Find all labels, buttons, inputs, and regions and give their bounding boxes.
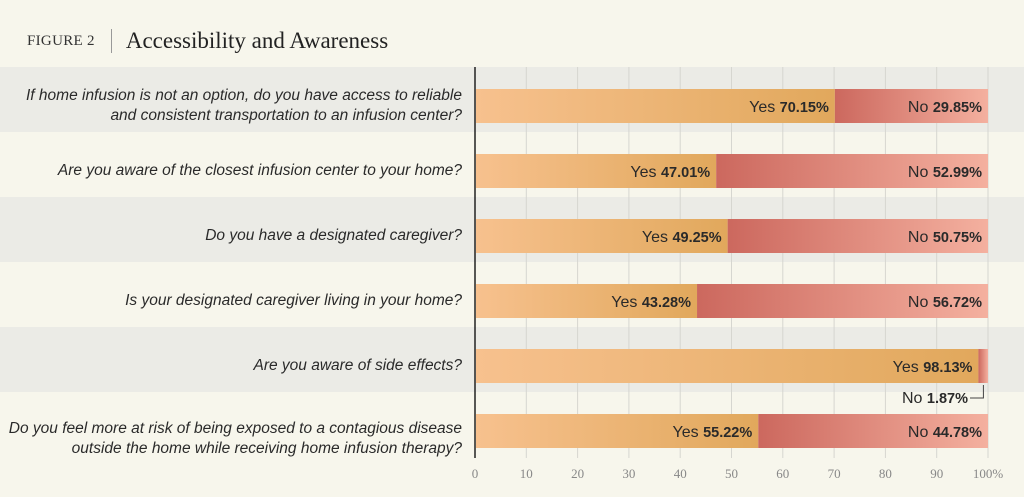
data-label-yes: Yes 55.22% [673,424,753,441]
question-label: Are you aware of the closest infusion ce… [57,162,462,179]
bar-yes [476,284,698,318]
data-label-no: No 52.99% [908,164,982,181]
data-label-yes: Yes 43.28% [611,294,691,311]
bar-no [716,154,988,188]
bar-yes [476,89,835,123]
chart-title: Accessibility and Awareness [125,28,389,53]
x-tick-label: 100% [973,466,1004,481]
x-tick-label: 60 [776,466,789,481]
x-tick-label: 20 [571,466,584,481]
question-label: Do you have a designated caregiver? [205,227,462,244]
x-tick-label: 30 [622,466,635,481]
x-tick-label: 10 [520,466,533,481]
bar-yes [476,349,979,383]
data-label-yes: Yes 47.01% [630,164,710,181]
x-tick-label: 0 [472,466,479,481]
x-tick-label: 40 [674,466,687,481]
question-label: Do you feel more at risk of being expose… [8,420,462,457]
data-label-no: No 44.78% [908,424,982,441]
leader-line [970,385,984,399]
data-label-no: No 50.75% [908,229,982,246]
bar-yes [476,219,728,253]
data-label-yes: Yes 70.15% [749,99,829,116]
figure-label: FIGURE 2 [27,32,95,49]
data-label-yes: Yes 49.25% [642,229,722,246]
data-label-no: No 56.72% [908,294,982,311]
x-tick-label: 70 [828,466,841,481]
x-tick-label: 90 [930,466,943,481]
bar-no [834,89,988,123]
x-tick-label: 80 [879,466,892,481]
bar-yes [476,154,717,188]
data-label-yes: Yes 98.13% [893,359,973,376]
bar-no [978,349,988,383]
x-tick-label: 50 [725,466,738,481]
question-label: If home infusion is not an option, do yo… [26,87,462,124]
bar-no [697,284,988,318]
data-label-no: No 1.87% [902,390,968,407]
question-label: Is your designated caregiver living in y… [125,292,462,309]
bar-no [727,219,988,253]
header-divider [110,29,112,53]
bar-no [758,414,988,448]
bar-yes [476,414,759,448]
question-label: Are you aware of side effects? [253,357,462,374]
figure-header: FIGURE 2 Accessibility and Awareness [27,26,388,56]
data-label-no: No 29.85% [908,99,982,116]
